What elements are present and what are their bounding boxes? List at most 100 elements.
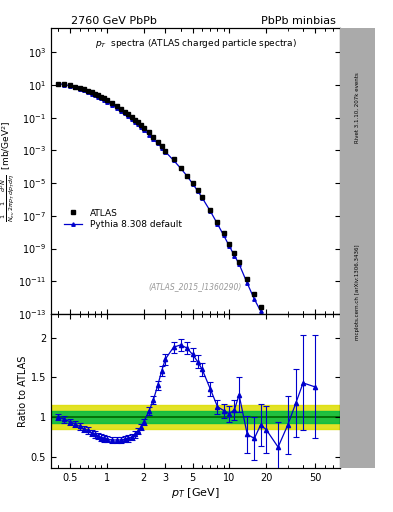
Pythia 8.308 default [136,121,141,127]
ATLAS [312,437,317,443]
ATLAS [232,250,237,257]
Bar [51,412,340,422]
Pythia 8.308 default [68,83,72,89]
Pythia 8.308 default [215,221,220,227]
Pythia 8.308 default [141,126,146,133]
ATLAS [252,291,257,297]
Pythia 8.308 default [171,157,176,163]
Pythia 8.308 default [133,119,138,125]
Pythia 8.308 default [93,92,97,98]
Pythia 8.308 default [126,113,131,119]
ATLAS [237,259,241,265]
ATLAS [141,124,146,131]
Text: PbPb minbias: PbPb minbias [261,15,336,26]
ATLAS [285,365,290,371]
ATLAS [62,81,67,88]
Pythia 8.308 default [185,173,189,179]
Y-axis label: $\frac{1}{N_{ev}} \frac{1}{2\pi p_T} \frac{d^2N}{dp_T d\eta}$  [mb/GeV$^2$]: $\frac{1}{N_{ev}} \frac{1}{2\pi p_T} \fr… [0,120,17,222]
ATLAS [178,165,183,171]
Text: 2760 GeV PbPb: 2760 GeV PbPb [71,15,157,26]
ATLAS [258,305,263,311]
Pythia 8.308 default [119,108,123,114]
Pythia 8.308 default [190,180,195,186]
ATLAS [77,85,82,91]
Bar [51,405,340,429]
Pythia 8.308 default [178,165,183,172]
X-axis label: $p_T$ [GeV]: $p_T$ [GeV] [171,486,220,500]
ATLAS [151,134,156,140]
Pythia 8.308 default [312,458,317,464]
ATLAS [294,388,298,394]
Pythia 8.308 default [258,308,263,314]
ATLAS [110,100,114,106]
ATLAS [133,117,138,123]
ATLAS [147,130,151,136]
Pythia 8.308 default [245,280,250,286]
Pythia 8.308 default [151,136,156,142]
ATLAS [208,207,213,213]
Pythia 8.308 default [232,252,237,259]
Pythia 8.308 default [139,124,143,130]
ATLAS [159,143,164,150]
ATLAS [96,92,101,98]
Pythia 8.308 default [195,188,200,194]
ATLAS [215,219,220,225]
Pythia 8.308 default [82,88,86,94]
ATLAS [114,103,119,109]
ATLAS [190,180,195,186]
ATLAS [86,88,90,94]
Pythia 8.308 default [89,91,94,97]
Pythia 8.308 default [163,148,168,155]
Legend: ATLAS, Pythia 8.308 default: ATLAS, Pythia 8.308 default [64,209,182,229]
ATLAS [195,187,200,194]
Pythia 8.308 default [96,94,101,100]
ATLAS [200,194,205,200]
Pythia 8.308 default [147,132,151,138]
ATLAS [119,105,123,112]
ATLAS [276,341,281,347]
ATLAS [102,95,107,101]
Pythia 8.308 default [99,95,104,101]
Pythia 8.308 default [62,81,67,88]
ATLAS [185,173,189,179]
Pythia 8.308 default [227,243,232,249]
ATLAS [155,139,160,145]
ATLAS [99,94,104,100]
Pythia 8.308 default [130,116,134,122]
Pythia 8.308 default [110,101,114,108]
ATLAS [126,111,131,117]
ATLAS [130,114,134,120]
ATLAS [163,147,168,154]
ATLAS [123,109,127,115]
Pythia 8.308 default [114,104,119,111]
Pythia 8.308 default [200,195,205,201]
ATLAS [105,97,109,103]
ATLAS [73,83,77,90]
ATLAS [68,82,72,89]
Pythia 8.308 default [77,86,82,92]
ATLAS [56,81,61,87]
ATLAS [139,122,143,128]
Pythia 8.308 default [264,320,268,326]
ATLAS [245,276,250,283]
Pythia 8.308 default [73,84,77,90]
Y-axis label: Ratio to ATLAS: Ratio to ATLAS [18,355,28,427]
Pythia 8.308 default [294,398,298,404]
Pythia 8.308 default [276,349,281,355]
Text: $p_T$  spectra (ATLAS charged particle spectra): $p_T$ spectra (ATLAS charged particle sp… [95,37,296,50]
Pythia 8.308 default [123,111,127,117]
Text: mcplots.cern.ch [arXiv:1306.3436]: mcplots.cern.ch [arXiv:1306.3436] [355,245,360,340]
Pythia 8.308 default [155,140,160,146]
ATLAS [221,230,226,236]
ATLAS [136,119,141,125]
Pythia 8.308 default [159,144,164,151]
Text: Rivet 3.1.10, 207k events: Rivet 3.1.10, 207k events [355,72,360,143]
Pythia 8.308 default [86,89,90,95]
ATLAS [171,156,176,162]
Pythia 8.308 default [208,208,213,215]
Pythia 8.308 default [285,371,290,377]
Pythia 8.308 default [301,425,305,432]
Pythia 8.308 default [237,261,241,267]
Pythia 8.308 default [221,232,226,239]
ATLAS [301,409,305,415]
